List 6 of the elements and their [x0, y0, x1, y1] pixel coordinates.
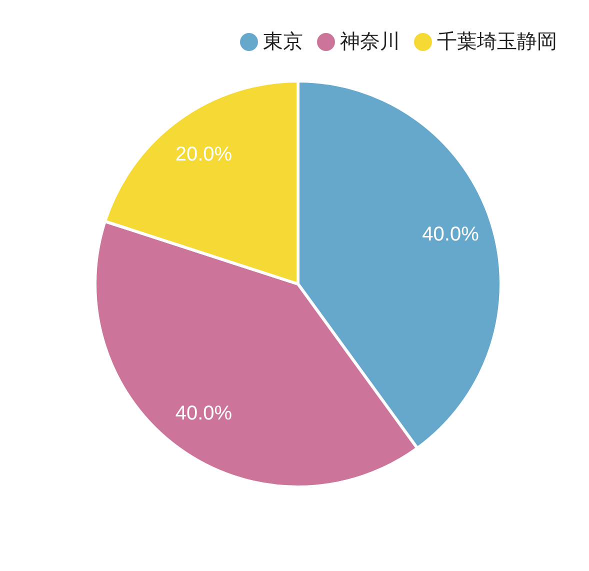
legend-label: 東京 [263, 31, 303, 53]
legend-label: 千葉埼玉静岡 [437, 31, 557, 53]
data-label: 20.0% [175, 143, 232, 166]
data-label: 40.0% [175, 402, 232, 425]
data-label: 40.0% [422, 223, 480, 246]
legend-label: 神奈川 [340, 31, 400, 53]
